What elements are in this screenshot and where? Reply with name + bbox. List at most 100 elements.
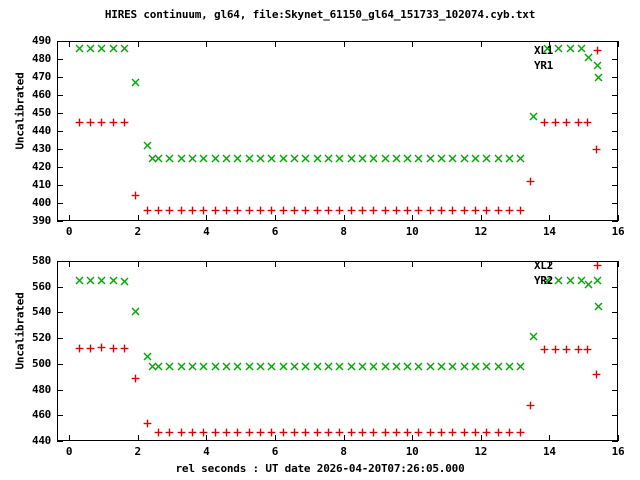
x-axis-tick bbox=[412, 261, 413, 267]
x-axis-tick bbox=[138, 41, 139, 47]
y-axis-tick bbox=[57, 261, 63, 262]
x-axis-tick bbox=[344, 435, 345, 441]
y-axis-tick-label: 460 bbox=[32, 88, 51, 101]
x-axis-tick-label: 8 bbox=[340, 445, 347, 458]
y-axis-tick bbox=[612, 364, 618, 365]
y-axis-tick-label: 580 bbox=[32, 254, 51, 267]
x-axis-tick bbox=[344, 41, 345, 47]
y-axis-tick bbox=[612, 221, 618, 222]
y-axis-tick-label: 390 bbox=[32, 214, 51, 227]
y-axis-tick-label: 400 bbox=[32, 196, 51, 209]
y-axis-tick bbox=[612, 185, 618, 186]
y-axis-tick-label: 460 bbox=[32, 408, 51, 422]
x-axis-tick-label: 16 bbox=[611, 225, 625, 238]
x-axis-tick-label: 14 bbox=[543, 225, 556, 238]
x-axis-tick bbox=[618, 215, 619, 221]
x-axis-tick bbox=[275, 435, 276, 441]
y-axis-tick bbox=[612, 167, 618, 168]
y-axis-tick bbox=[57, 390, 63, 391]
x-axis-tick bbox=[138, 261, 139, 267]
x-axis-tick-label: 10 bbox=[405, 445, 419, 458]
x-axis-tick-label: 4 bbox=[203, 445, 210, 458]
x-axis-tick-label: 6 bbox=[271, 445, 279, 458]
y-axis-tick-label: 520 bbox=[32, 331, 51, 345]
x-axis-tick bbox=[549, 261, 550, 267]
x-axis-tick-label: 10 bbox=[405, 225, 419, 238]
y-axis-tick bbox=[57, 185, 63, 186]
y-axis-tick bbox=[57, 287, 63, 288]
x-axis-tick bbox=[275, 261, 276, 267]
y-axis-tick bbox=[612, 415, 618, 416]
y-axis-tick bbox=[57, 441, 63, 442]
x-axis-tick bbox=[206, 41, 207, 47]
y-axis-tick bbox=[57, 221, 63, 222]
y-axis-tick bbox=[612, 113, 618, 114]
x-axis-tick bbox=[275, 215, 276, 221]
legend-label-yr1: YR1 bbox=[534, 59, 553, 72]
bottom-plot-panel: 440 460 480 500 520 540 560 580 0 2 4 6 8 10 12 14 16 bbox=[32, 254, 625, 458]
y-axis-tick bbox=[612, 203, 618, 204]
x-axis-tick-label: 2 bbox=[134, 225, 141, 238]
y-axis-tick bbox=[612, 338, 618, 339]
y-axis-tick bbox=[612, 149, 618, 150]
y-axis-tick bbox=[57, 364, 63, 365]
x-axis-tick bbox=[481, 215, 482, 221]
y-axis-tick-label: 500 bbox=[32, 356, 51, 370]
x-axis-tick bbox=[618, 435, 619, 441]
y-axis-tick-label: 430 bbox=[32, 142, 51, 155]
y-axis-tick bbox=[612, 95, 618, 96]
y-axis-tick-label: 440 bbox=[32, 434, 51, 447]
x-axis-tick bbox=[344, 261, 345, 267]
x-axis-tick bbox=[69, 261, 70, 267]
x-axis-tick-label: 2 bbox=[134, 445, 141, 458]
y-axis-tick bbox=[57, 203, 63, 204]
y-axis-tick bbox=[612, 390, 618, 391]
y-axis-tick-label: 440 bbox=[32, 124, 51, 137]
y-axis-tick bbox=[57, 338, 63, 339]
x-axis-tick bbox=[138, 435, 139, 441]
x-axis-tick bbox=[344, 215, 345, 221]
x-axis-tick bbox=[138, 215, 139, 221]
x-axis-tick bbox=[549, 435, 550, 441]
y-axis-tick bbox=[57, 167, 63, 168]
x-axis-tick bbox=[275, 41, 276, 47]
y-axis-tick-label: 450 bbox=[32, 106, 51, 119]
y-axis-tick bbox=[612, 59, 618, 60]
y-axis-tick-label: 470 bbox=[32, 70, 51, 83]
y-axis-tick bbox=[612, 441, 618, 442]
page-title: HIRES continuum, gl64, file:Skynet_61150… bbox=[104, 8, 536, 21]
y-axis-tick bbox=[57, 131, 63, 132]
y-axis-tick bbox=[612, 131, 618, 132]
x-axis-tick-label: 0 bbox=[65, 445, 73, 458]
y-axis-tick bbox=[612, 77, 618, 78]
legend-label-yr2: YR2 bbox=[534, 274, 553, 287]
y-axis-tick bbox=[57, 113, 63, 114]
x-axis-tick bbox=[618, 41, 619, 47]
x-axis-tick bbox=[481, 261, 482, 267]
x-axis-tick-label: 12 bbox=[474, 445, 488, 458]
y-axis-tick bbox=[612, 261, 618, 262]
legend-label-xl1: XL1 bbox=[534, 44, 553, 57]
y-axis-tick-label: 480 bbox=[32, 382, 51, 396]
x-axis-tick bbox=[549, 41, 550, 47]
y-axis-tick bbox=[57, 59, 63, 60]
y-axis-tick-label: 540 bbox=[32, 305, 51, 319]
y-axis-tick bbox=[57, 41, 63, 42]
x-axis-tick-label: 0 bbox=[65, 225, 73, 238]
y-axis-tick-label: 420 bbox=[32, 160, 51, 173]
y-axis-tick-label: 480 bbox=[32, 52, 51, 65]
y-axis-tick bbox=[57, 312, 63, 313]
x-axis-tick bbox=[206, 261, 207, 267]
x-axis-tick bbox=[412, 435, 413, 441]
x-axis-tick bbox=[412, 41, 413, 47]
y-axis-tick-label: 410 bbox=[32, 178, 51, 191]
x-axis-tick bbox=[206, 215, 207, 221]
x-axis-tick-label: 8 bbox=[340, 225, 347, 238]
y-axis-tick bbox=[612, 312, 618, 313]
x-axis-tick bbox=[69, 435, 70, 441]
y-axis-tick bbox=[57, 77, 63, 78]
x-axis-label: rel seconds : UT date 2026-04-20T07:26:0… bbox=[175, 462, 465, 475]
y-axis-tick-label: 560 bbox=[32, 279, 51, 293]
x-axis-tick-label: 6 bbox=[271, 225, 279, 238]
